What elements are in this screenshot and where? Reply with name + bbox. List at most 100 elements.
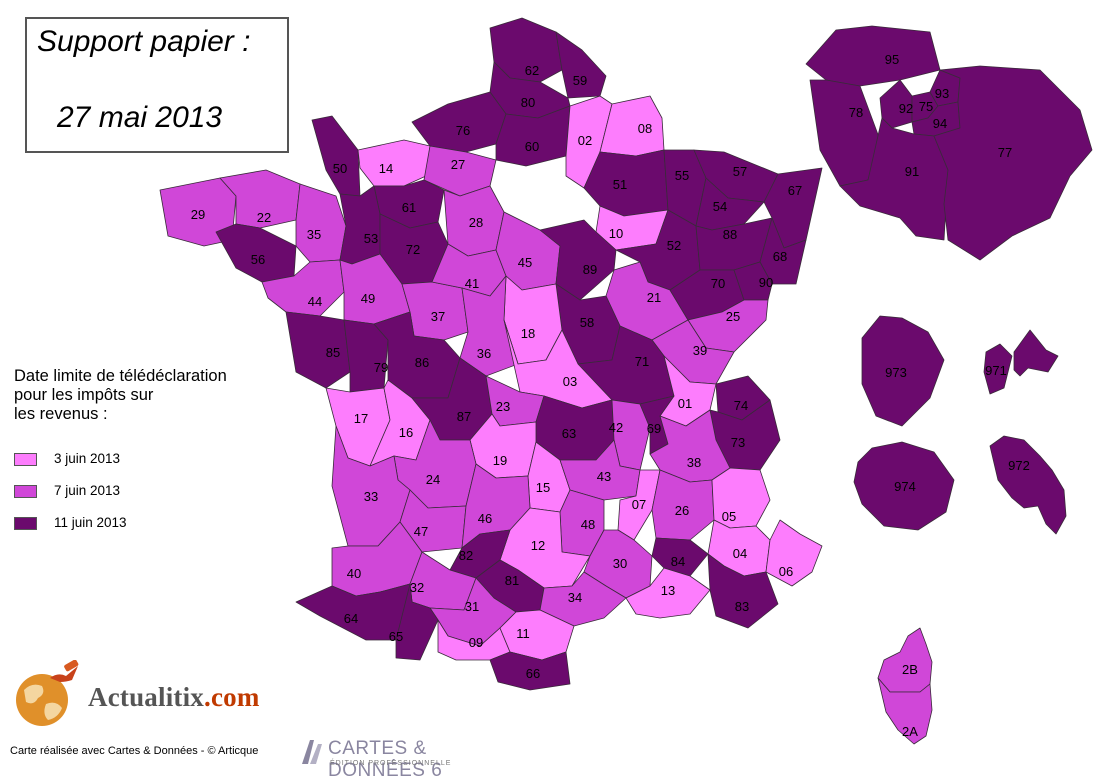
legend-swatch-medium xyxy=(14,485,37,498)
dept-label-82: 82 xyxy=(459,548,473,563)
dept-label-46: 46 xyxy=(478,511,492,526)
dept-label-16: 16 xyxy=(399,425,413,440)
dept-label-68: 68 xyxy=(773,249,787,264)
dept-77[interactable] xyxy=(933,65,1093,261)
dept-label-47: 47 xyxy=(414,524,428,539)
dept-label-02: 02 xyxy=(578,133,592,148)
dept-label-04: 04 xyxy=(733,546,747,561)
dept-label-32: 32 xyxy=(410,580,424,595)
dept-label-52: 52 xyxy=(667,238,681,253)
dept-label-89: 89 xyxy=(583,262,597,277)
dept-85[interactable] xyxy=(285,311,351,389)
dept-label-83: 83 xyxy=(735,599,749,614)
dept-label-33: 33 xyxy=(364,489,378,504)
legend-swatch-light xyxy=(14,453,37,466)
dept-label-69: 69 xyxy=(647,421,661,436)
cartes-donnees-icon xyxy=(302,740,322,764)
dept-label-90: 90 xyxy=(759,275,773,290)
dept-label-972: 972 xyxy=(1008,458,1030,473)
dept-label-09: 09 xyxy=(469,635,483,650)
dept-label-18: 18 xyxy=(521,326,535,341)
dept-label-53: 53 xyxy=(364,231,378,246)
dept-83[interactable] xyxy=(707,553,779,629)
dept-label-30: 30 xyxy=(613,556,627,571)
dept-label-56: 56 xyxy=(251,252,265,267)
dept-label-59: 59 xyxy=(573,73,587,88)
dept-label-66: 66 xyxy=(526,666,540,681)
dept-35[interactable] xyxy=(295,183,347,263)
dept-label-22: 22 xyxy=(257,210,271,225)
legend-label: 7 juin 2013 xyxy=(54,483,121,498)
dept-65[interactable] xyxy=(395,583,439,661)
dept-972[interactable] xyxy=(989,435,1067,535)
dept-label-77: 77 xyxy=(998,145,1012,160)
dept-label-2B: 2B xyxy=(902,662,918,677)
dept-label-14: 14 xyxy=(379,161,393,176)
dept-22[interactable] xyxy=(219,169,301,229)
dept-label-65: 65 xyxy=(389,629,403,644)
actualitix-logo[interactable]: Actualitix.com xyxy=(12,660,302,730)
dept-973[interactable] xyxy=(861,315,945,427)
dept-label-78: 78 xyxy=(849,105,863,120)
dept-26[interactable] xyxy=(651,469,715,541)
dept-label-44: 44 xyxy=(308,294,322,309)
dept-label-49: 49 xyxy=(361,291,375,306)
legend: Date limite de télédéclaration pour les … xyxy=(14,367,284,530)
dept-label-76: 76 xyxy=(456,123,470,138)
logo-brand: Actualitix xyxy=(88,682,204,712)
dept-label-10: 10 xyxy=(609,226,623,241)
dept-971[interactable] xyxy=(983,343,1013,395)
dept-05[interactable] xyxy=(711,467,771,529)
dept-50[interactable] xyxy=(311,115,361,197)
dept-label-54: 54 xyxy=(713,199,727,214)
dept-label-60: 60 xyxy=(525,139,539,154)
dept-label-05: 05 xyxy=(722,509,736,524)
dept-label-11: 11 xyxy=(516,626,530,641)
dept-label-27: 27 xyxy=(451,157,465,172)
dept-label-973: 973 xyxy=(885,365,907,380)
dept-95[interactable] xyxy=(805,25,941,87)
dept-76[interactable] xyxy=(411,91,507,153)
dept-label-38: 38 xyxy=(687,455,701,470)
globe-icon xyxy=(16,660,79,726)
dept-label-63: 63 xyxy=(562,426,576,441)
dept-971-east-island xyxy=(1013,329,1059,377)
dept-label-45: 45 xyxy=(518,255,532,270)
dept-label-03: 03 xyxy=(563,374,577,389)
dept-label-29: 29 xyxy=(191,207,205,222)
cartes-donnees-title: CARTES & DONNÉES 6 xyxy=(328,738,443,781)
dept-label-28: 28 xyxy=(469,215,483,230)
dept-label-23: 23 xyxy=(496,399,510,414)
dept-label-95: 95 xyxy=(885,52,899,67)
dept-59[interactable] xyxy=(555,31,607,99)
cartes-donnees-subtitle: ÉDITION PROFESSIONNELLE xyxy=(330,760,452,767)
dept-label-17: 17 xyxy=(354,411,368,426)
dept-06[interactable] xyxy=(765,519,823,587)
dept-2A[interactable] xyxy=(877,677,933,745)
dept-label-75: 75 xyxy=(919,99,933,114)
dept-label-55: 55 xyxy=(675,168,689,183)
legend-label: 11 juin 2013 xyxy=(54,515,127,530)
dept-label-43: 43 xyxy=(597,469,611,484)
dept-14[interactable] xyxy=(357,139,431,187)
dept-34[interactable] xyxy=(539,571,627,627)
dept-label-35: 35 xyxy=(307,227,321,242)
dept-label-70: 70 xyxy=(711,276,725,291)
dept-label-31: 31 xyxy=(465,599,479,614)
dept-label-87: 87 xyxy=(457,409,471,424)
dept-label-2A: 2A xyxy=(902,724,918,739)
dept-56[interactable] xyxy=(215,223,297,283)
logo-text: Actualitix.com xyxy=(88,682,260,713)
dept-53[interactable] xyxy=(339,185,381,265)
dept-label-84: 84 xyxy=(671,554,685,569)
dept-label-86: 86 xyxy=(415,355,429,370)
dept-07[interactable] xyxy=(617,469,661,541)
dept-label-57: 57 xyxy=(733,164,747,179)
title-line-2: 27 mai 2013 xyxy=(57,101,223,134)
dept-label-39: 39 xyxy=(693,343,707,358)
dept-66[interactable] xyxy=(489,651,571,691)
dept-60[interactable] xyxy=(495,105,571,167)
dept-2B[interactable] xyxy=(877,627,933,693)
dept-label-58: 58 xyxy=(580,315,594,330)
dept-974[interactable] xyxy=(853,441,955,531)
